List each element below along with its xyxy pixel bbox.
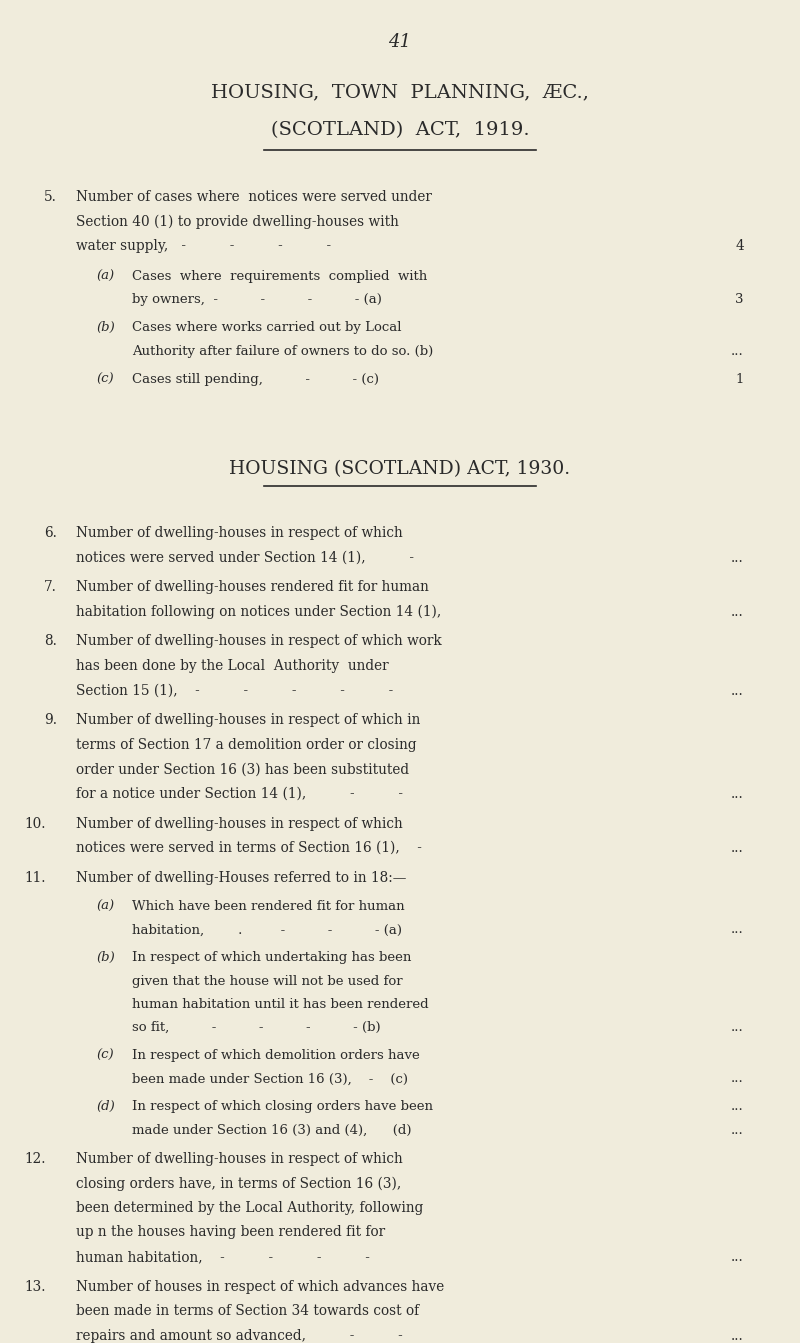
Text: ...: ... xyxy=(731,841,744,855)
Text: (SCOTLAND)  ACT,  1919.: (SCOTLAND) ACT, 1919. xyxy=(270,121,530,140)
Text: ...: ... xyxy=(731,1073,744,1085)
Text: up n the houses having been rendered fit for: up n the houses having been rendered fit… xyxy=(76,1225,385,1240)
Text: ...: ... xyxy=(731,787,744,800)
Text: closing orders have, in terms of Section 16 (3),: closing orders have, in terms of Section… xyxy=(76,1176,402,1190)
Text: order under Section 16 (3) has been substituted: order under Section 16 (3) has been subs… xyxy=(76,763,409,776)
Text: given that the house will not be used for: given that the house will not be used fo… xyxy=(132,975,402,987)
Text: HOUSING (SCOTLAND) ACT, 1930.: HOUSING (SCOTLAND) ACT, 1930. xyxy=(230,459,570,478)
Text: been made under Section 16 (3),    -    (c): been made under Section 16 (3), - (c) xyxy=(132,1073,408,1085)
Text: Cases still pending,          -          - (c): Cases still pending, - - (c) xyxy=(132,372,379,385)
Text: ...: ... xyxy=(731,345,744,357)
Text: 10.: 10. xyxy=(24,817,46,830)
Text: (a): (a) xyxy=(96,900,114,913)
Text: 9.: 9. xyxy=(44,713,57,727)
Text: 7.: 7. xyxy=(44,580,57,595)
Text: Number of cases where  notices were served under: Number of cases where notices were serve… xyxy=(76,191,432,204)
Text: Number of dwelling-houses in respect of which work: Number of dwelling-houses in respect of … xyxy=(76,634,442,649)
Text: ...: ... xyxy=(731,684,744,697)
Text: repairs and amount so advanced,          -          -: repairs and amount so advanced, - - xyxy=(76,1328,402,1343)
Text: 12.: 12. xyxy=(24,1151,46,1166)
Text: 11.: 11. xyxy=(24,870,46,885)
Text: Number of houses in respect of which advances have: Number of houses in respect of which adv… xyxy=(76,1280,444,1293)
Text: ...: ... xyxy=(731,604,744,619)
Text: terms of Section 17 a demolition order or closing: terms of Section 17 a demolition order o… xyxy=(76,737,417,752)
Text: notices were served in terms of Section 16 (1),    -: notices were served in terms of Section … xyxy=(76,841,422,855)
Text: ...: ... xyxy=(731,1100,744,1113)
Text: Section 15 (1),    -          -          -          -          -: Section 15 (1), - - - - - xyxy=(76,684,394,697)
Text: (a): (a) xyxy=(96,270,114,283)
Text: 6.: 6. xyxy=(44,526,57,540)
Text: made under Section 16 (3) and (4),      (d): made under Section 16 (3) and (4), (d) xyxy=(132,1124,411,1136)
Text: Number of dwelling-houses rendered fit for human: Number of dwelling-houses rendered fit f… xyxy=(76,580,429,595)
Text: ...: ... xyxy=(731,1328,744,1343)
Text: HOUSING,  TOWN  PLANNING,  ÆC.,: HOUSING, TOWN PLANNING, ÆC., xyxy=(211,83,589,102)
Text: 1: 1 xyxy=(736,372,744,385)
Text: so fit,          -          -          -          - (b): so fit, - - - - (b) xyxy=(132,1021,381,1034)
Text: Number of dwelling-houses in respect of which: Number of dwelling-houses in respect of … xyxy=(76,1151,402,1166)
Text: (d): (d) xyxy=(96,1100,114,1113)
Text: by owners,  -          -          -          - (a): by owners, - - - - (a) xyxy=(132,293,382,306)
Text: ...: ... xyxy=(731,551,744,565)
Text: ...: ... xyxy=(731,924,744,936)
Text: 3: 3 xyxy=(735,293,744,306)
Text: habitation,        .         -          -          - (a): habitation, . - - - (a) xyxy=(132,924,402,936)
Text: has been done by the Local  Authority  under: has been done by the Local Authority und… xyxy=(76,659,389,673)
Text: ...: ... xyxy=(731,1124,744,1136)
Text: ...: ... xyxy=(731,1250,744,1264)
Text: for a notice under Section 14 (1),          -          -: for a notice under Section 14 (1), - - xyxy=(76,787,403,800)
Text: water supply,   -          -          -          -: water supply, - - - - xyxy=(76,239,331,254)
Text: Number of dwelling-houses in respect of which: Number of dwelling-houses in respect of … xyxy=(76,817,402,830)
Text: 4: 4 xyxy=(735,239,744,254)
Text: (c): (c) xyxy=(96,1049,114,1062)
Text: human habitation,    -          -          -          -: human habitation, - - - - xyxy=(76,1250,370,1264)
Text: Number of dwelling-houses in respect of which in: Number of dwelling-houses in respect of … xyxy=(76,713,420,727)
Text: Cases where works carried out by Local: Cases where works carried out by Local xyxy=(132,321,402,334)
Text: 5.: 5. xyxy=(44,191,57,204)
Text: 8.: 8. xyxy=(44,634,57,649)
Text: 13.: 13. xyxy=(24,1280,46,1293)
Text: (b): (b) xyxy=(96,951,114,964)
Text: human habitation until it has been rendered: human habitation until it has been rende… xyxy=(132,998,429,1011)
Text: Which have been rendered fit for human: Which have been rendered fit for human xyxy=(132,900,405,913)
Text: been determined by the Local Authority, following: been determined by the Local Authority, … xyxy=(76,1201,423,1215)
Text: 41: 41 xyxy=(389,34,411,51)
Text: Cases  where  requirements  complied  with: Cases where requirements complied with xyxy=(132,270,427,283)
Text: Section 40 (1) to provide dwelling-houses with: Section 40 (1) to provide dwelling-house… xyxy=(76,215,399,230)
Text: habitation following on notices under Section 14 (1),: habitation following on notices under Se… xyxy=(76,604,442,619)
Text: been made in terms of Section 34 towards cost of: been made in terms of Section 34 towards… xyxy=(76,1304,419,1317)
Text: Authority after failure of owners to do so. (b): Authority after failure of owners to do … xyxy=(132,345,434,357)
Text: (b): (b) xyxy=(96,321,114,334)
Text: Number of dwelling-houses in respect of which: Number of dwelling-houses in respect of … xyxy=(76,526,402,540)
Text: In respect of which undertaking has been: In respect of which undertaking has been xyxy=(132,951,411,964)
Text: ...: ... xyxy=(731,1021,744,1034)
Text: notices were served under Section 14 (1),          -: notices were served under Section 14 (1)… xyxy=(76,551,414,565)
Text: In respect of which demolition orders have: In respect of which demolition orders ha… xyxy=(132,1049,420,1062)
Text: Number of dwelling-Houses referred to in 18:—: Number of dwelling-Houses referred to in… xyxy=(76,870,406,885)
Text: In respect of which closing orders have been: In respect of which closing orders have … xyxy=(132,1100,433,1113)
Text: (c): (c) xyxy=(96,372,114,385)
